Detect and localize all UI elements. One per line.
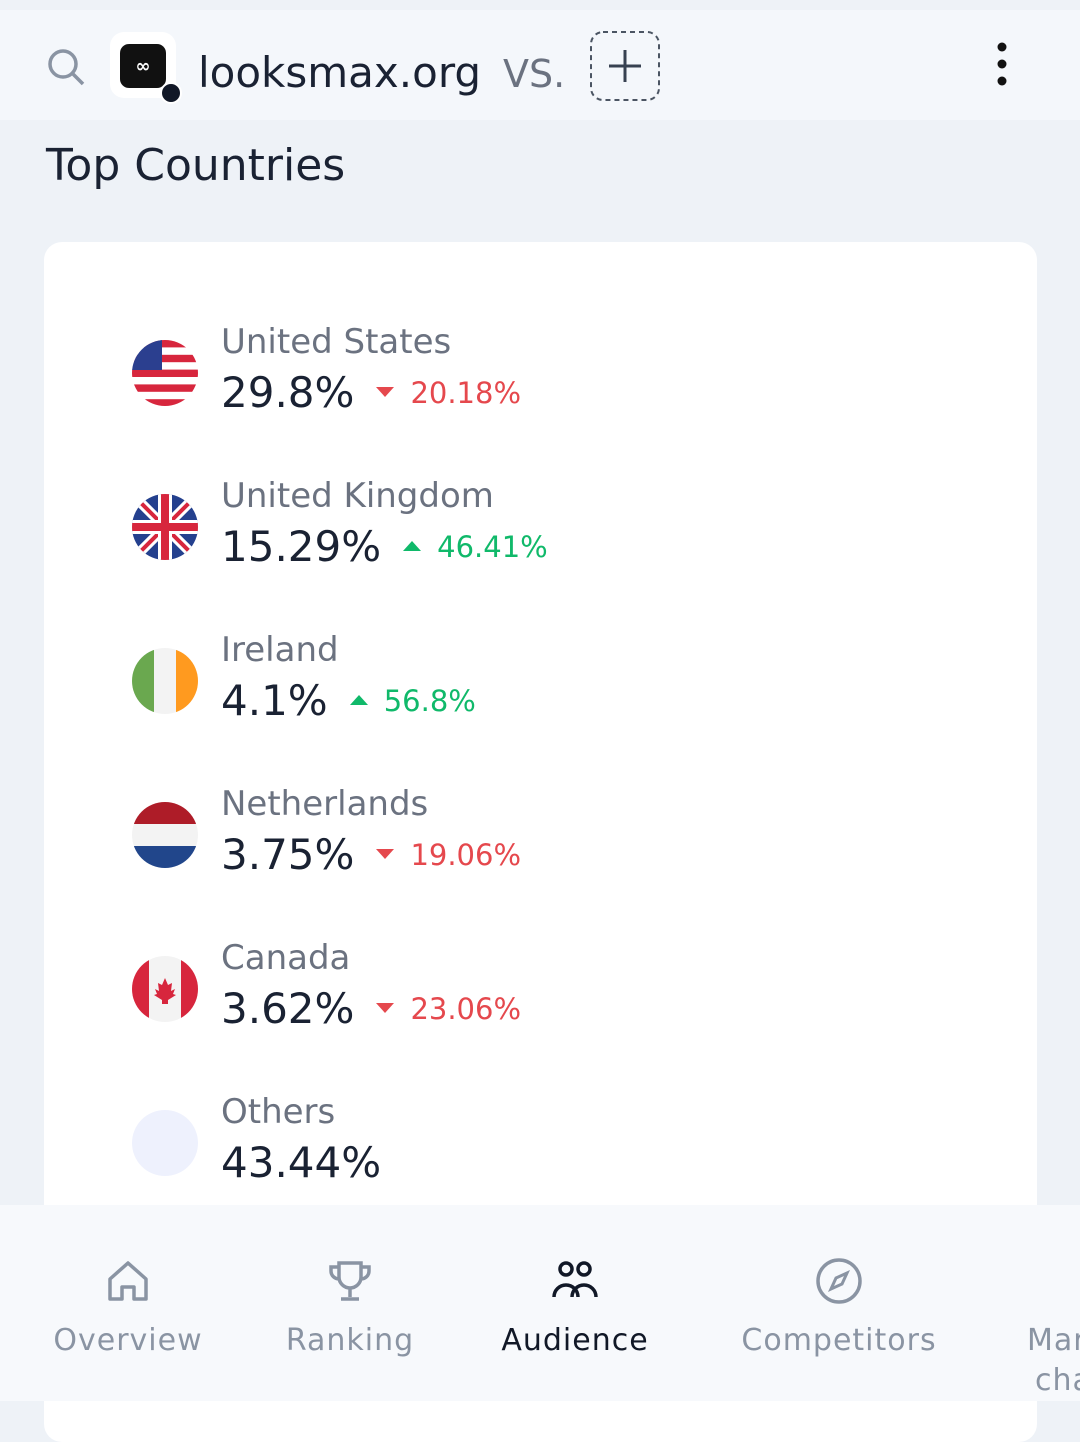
country-flag	[132, 802, 198, 872]
flag-icon	[132, 340, 198, 406]
nav-icon	[104, 1257, 152, 1309]
trend-arrow	[349, 691, 368, 710]
nav-icon	[815, 1257, 863, 1309]
flag-icon	[132, 956, 198, 1022]
section-title: Top Countries	[46, 140, 346, 191]
country-stats: 15.29% 46.41%	[221, 522, 548, 571]
country-row: Others 43.44%	[44, 1092, 1037, 1222]
country-change: 46.41%	[437, 529, 548, 564]
country-flag	[132, 340, 198, 410]
flag-icon	[132, 648, 198, 714]
nav-label: Competitors	[741, 1323, 937, 1358]
country-share: 4.1%	[221, 676, 328, 725]
screen: ∞ looksmax.org VS. Top Countries United …	[0, 10, 1080, 1442]
country-row: United Kingdom 15.29% 46.41%	[44, 476, 1037, 606]
trend-arrow	[403, 537, 422, 556]
flag-icon	[132, 1110, 198, 1176]
arrow-icon	[376, 849, 395, 859]
country-flag	[132, 1110, 198, 1180]
trend-arrow	[376, 383, 395, 402]
country-name: Others	[221, 1092, 336, 1132]
flag-icon	[132, 802, 198, 868]
arrow-icon	[403, 541, 422, 551]
country-row: Netherlands 3.75% 19.06%	[44, 784, 1037, 914]
flag-icon	[132, 494, 198, 560]
nav-label: Ranking	[285, 1323, 415, 1358]
country-share: 15.29%	[221, 522, 382, 571]
country-flag	[132, 648, 198, 718]
top-icons: ∞	[48, 31, 1007, 104]
country-row: United States 29.8% 20.18%	[44, 322, 1037, 452]
country-name: Netherlands	[221, 784, 429, 824]
country-share: 3.75%	[221, 830, 355, 879]
arrow-icon	[349, 695, 368, 705]
country-flag	[132, 956, 198, 1026]
country-change: 19.06%	[410, 837, 522, 872]
country-name: Canada	[221, 938, 351, 978]
country-share: 29.8%	[221, 368, 355, 417]
country-change: 20.18%	[410, 375, 522, 410]
nav-icon	[326, 1257, 374, 1309]
top-bar: ∞ looksmax.org VS.	[0, 10, 1080, 120]
country-row: Ireland 4.1% 56.8%	[44, 630, 1037, 760]
nav-icon-svg	[816, 1258, 862, 1304]
country-name: United States	[221, 322, 452, 362]
country-name: United Kingdom	[221, 476, 494, 516]
vs-label: VS.	[503, 52, 566, 96]
arrow-icon	[376, 1003, 395, 1013]
trend-arrow	[376, 999, 395, 1018]
country-row: Canada 3.62% 23.06%	[44, 938, 1037, 1068]
nav-label: Overview	[53, 1323, 203, 1358]
nav-label: cha	[1035, 1363, 1080, 1398]
country-flag	[132, 494, 198, 564]
nav-icon-svg	[329, 1261, 371, 1301]
country-change: 23.06%	[410, 991, 522, 1026]
country-share: 43.44%	[221, 1138, 382, 1187]
nav-label: Mar	[1027, 1323, 1080, 1358]
svg-text:∞: ∞	[136, 56, 151, 77]
trend-arrow	[376, 845, 395, 864]
country-change: 56.8%	[383, 683, 476, 718]
country-share: 3.62%	[221, 984, 355, 1033]
nav-icon-svg	[552, 1261, 598, 1298]
bottom-nav: Overview Ranking Audience Competitors Mar cha	[0, 1205, 1080, 1401]
nav-label: Audience	[501, 1323, 649, 1358]
nav-icon-svg	[108, 1261, 148, 1301]
country-stats: 43.44%	[221, 1138, 381, 1187]
site-name: looksmax.org	[198, 48, 482, 97]
country-stats: 3.75% 19.06%	[221, 830, 521, 879]
country-stats: 3.62% 23.06%	[221, 984, 521, 1033]
country-stats: 4.1% 56.8%	[221, 676, 476, 725]
arrow-icon	[376, 387, 395, 397]
country-stats: 29.8% 20.18%	[221, 368, 521, 417]
nav-icon	[551, 1257, 599, 1309]
country-name: Ireland	[221, 630, 339, 670]
